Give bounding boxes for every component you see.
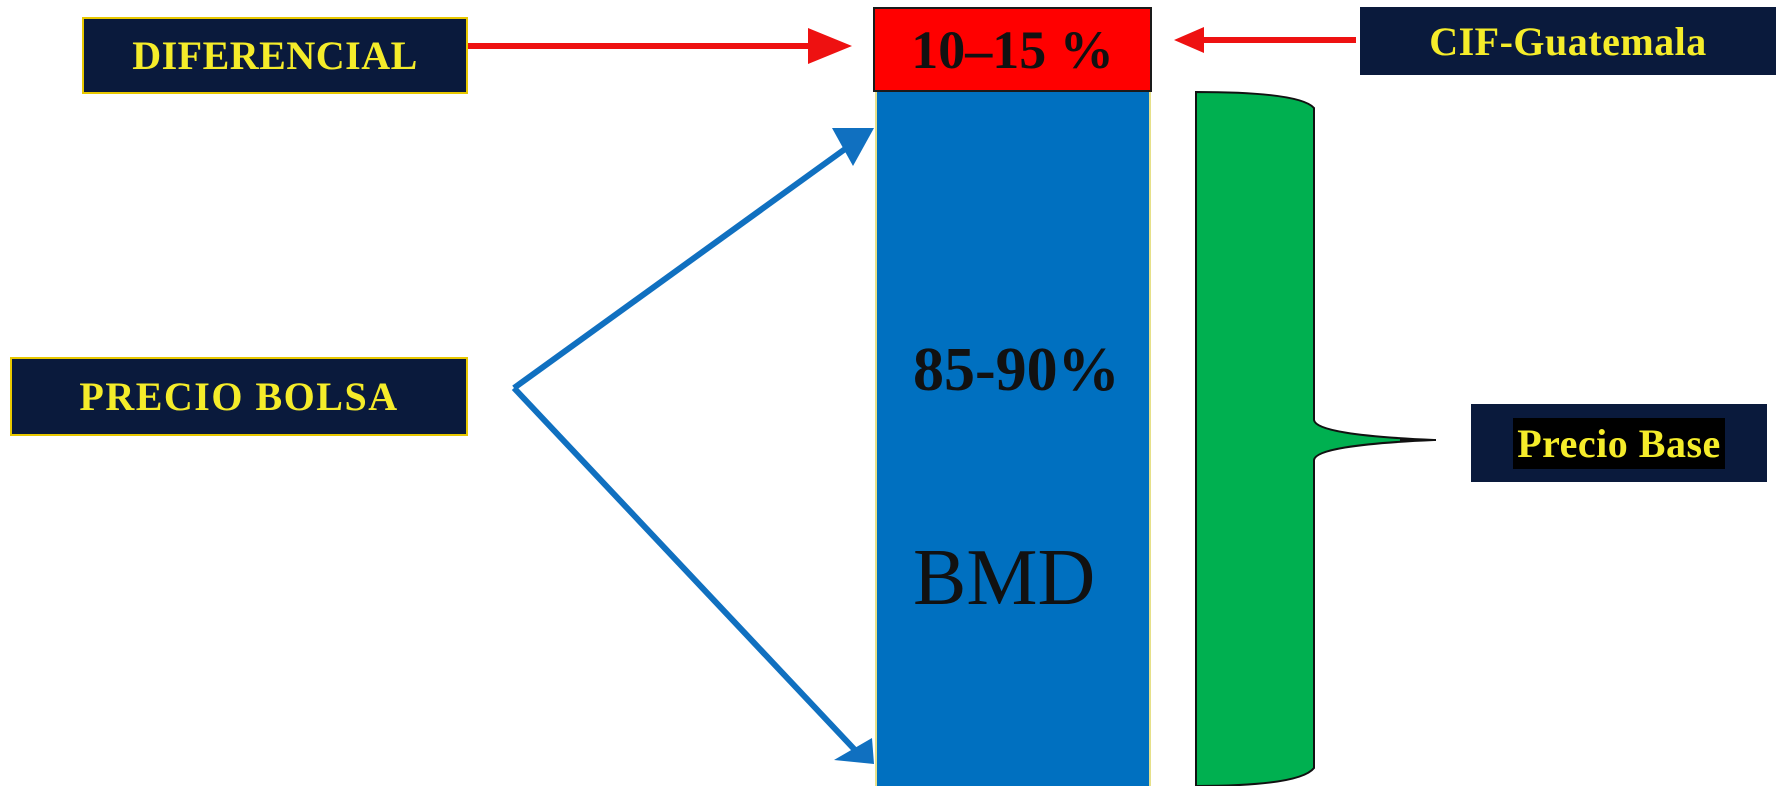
precio-base-label: Precio Base [1513, 417, 1725, 469]
cif-guatemala-label-box: CIF-Guatemala [1360, 7, 1776, 75]
bmd-percent-label: 85-90% [913, 336, 1120, 404]
cif-arrow [1174, 27, 1356, 53]
bmd-name-label: BMD [913, 534, 1096, 622]
diferencial-label-box: DIFERENCIAL [82, 17, 468, 94]
diferencial-label: DIFERENCIAL [132, 33, 418, 78]
differential-block: 10–15 % [873, 7, 1152, 92]
precio-bolsa-label: PRECIO BOLSA [79, 374, 399, 419]
bmd-block [875, 92, 1151, 786]
diferencial-arrow [468, 28, 852, 64]
precio-bolsa-arrow-down [511, 385, 874, 764]
precio-base-label-box: Precio Base [1471, 404, 1767, 482]
precio-bolsa-label-box: PRECIO BOLSA [10, 357, 468, 436]
cif-guatemala-label: CIF-Guatemala [1429, 18, 1707, 64]
differential-percent-label: 10–15 % [911, 19, 1114, 80]
precio-bolsa-arrow-up [512, 128, 874, 391]
